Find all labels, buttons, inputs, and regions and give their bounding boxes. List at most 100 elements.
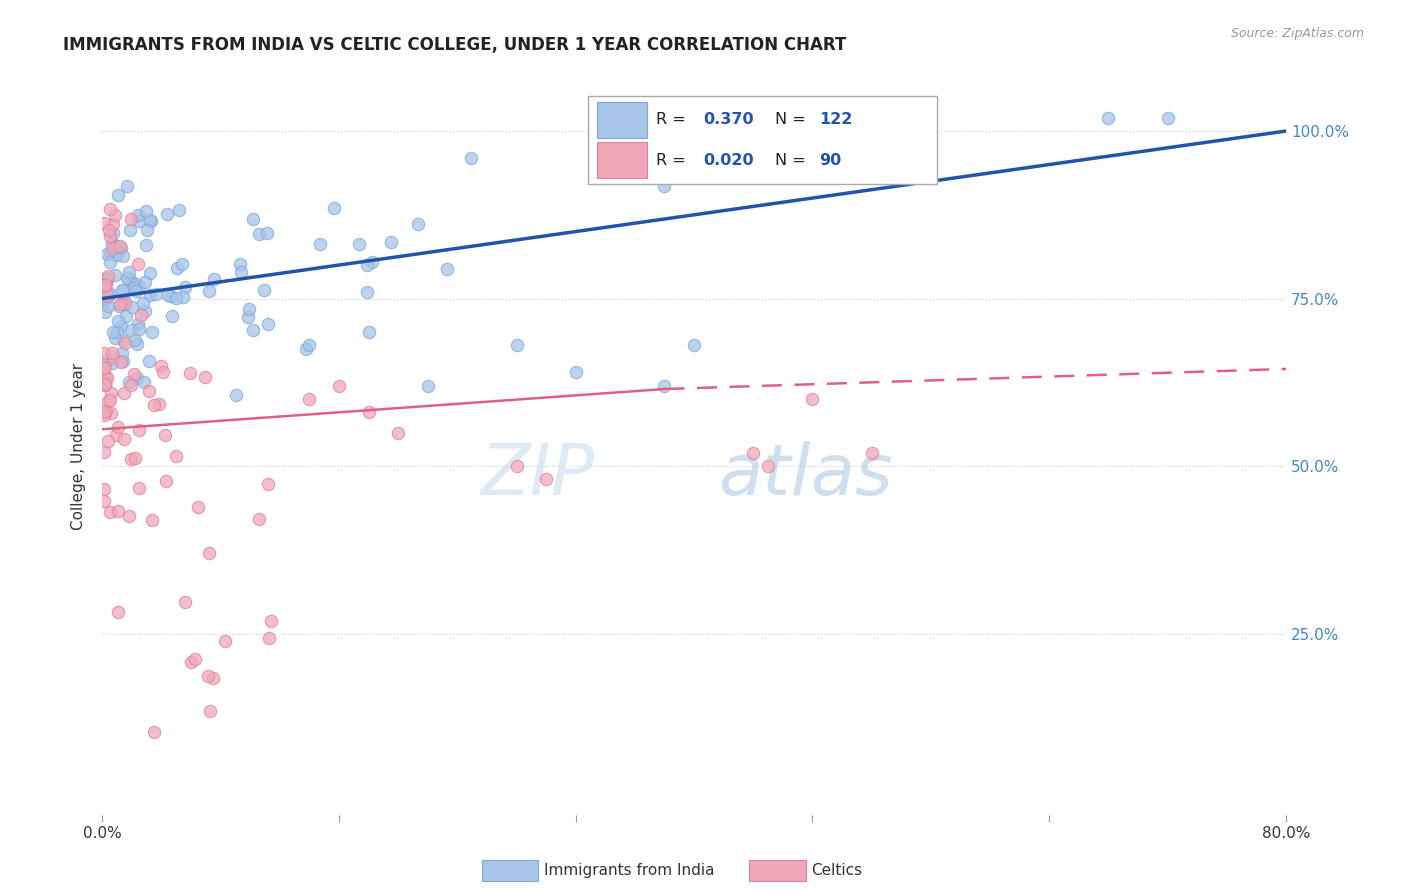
Point: [93, 368, 115, 383]
Point: [406, 218, 429, 232]
Point: [93, 405, 115, 419]
Point: [347, 236, 370, 251]
Point: [101, 217, 124, 231]
Point: [117, 178, 139, 193]
Point: [860, 112, 883, 127]
Point: [322, 202, 344, 216]
Point: [94, 354, 117, 368]
Point: [138, 354, 160, 368]
Point: [416, 378, 439, 392]
Point: [145, 287, 167, 301]
Point: [103, 350, 125, 364]
Point: [194, 369, 217, 384]
Point: [298, 338, 321, 352]
Point: [108, 238, 131, 252]
Point: [135, 222, 157, 236]
Point: [257, 477, 280, 491]
Point: [231, 265, 253, 279]
Point: [94, 377, 117, 392]
Point: [120, 212, 142, 227]
Point: [104, 240, 127, 254]
Point: [115, 310, 138, 324]
FancyBboxPatch shape: [588, 95, 936, 185]
Point: [742, 445, 765, 459]
Point: [436, 262, 458, 277]
Point: [298, 392, 321, 406]
Point: [98, 255, 121, 269]
Point: [98, 288, 121, 302]
FancyBboxPatch shape: [598, 143, 647, 178]
Point: [153, 428, 176, 442]
Point: [108, 297, 131, 311]
Point: [156, 287, 179, 301]
Point: [94, 271, 117, 285]
Point: [105, 238, 128, 252]
Point: [100, 385, 122, 400]
Point: [135, 238, 157, 252]
Point: [128, 481, 150, 495]
Point: [162, 309, 184, 323]
Point: [242, 211, 264, 226]
Point: [105, 326, 128, 340]
Point: [564, 365, 586, 379]
Point: [101, 345, 124, 359]
Text: R =: R =: [657, 153, 692, 168]
Point: [356, 258, 378, 272]
Point: [97, 299, 120, 313]
Point: [229, 257, 252, 271]
Point: [117, 271, 139, 285]
FancyBboxPatch shape: [598, 102, 647, 137]
Point: [120, 452, 142, 467]
Point: [96, 371, 118, 385]
Point: [112, 293, 135, 308]
Point: [125, 277, 148, 291]
Point: [198, 284, 221, 298]
Point: [253, 283, 276, 297]
Point: [127, 208, 149, 222]
Point: [198, 704, 221, 718]
Point: [112, 296, 135, 310]
Point: [97, 394, 120, 409]
Point: [107, 605, 129, 619]
Point: [187, 500, 209, 515]
Point: [101, 356, 124, 370]
Point: [128, 213, 150, 227]
Point: [357, 325, 380, 339]
Point: [165, 449, 187, 463]
Point: [128, 279, 150, 293]
Point: [141, 513, 163, 527]
Point: [100, 406, 122, 420]
Point: [201, 671, 224, 685]
Point: [132, 376, 155, 390]
Point: [122, 281, 145, 295]
Point: [134, 304, 156, 318]
Point: [93, 445, 115, 459]
Point: [139, 266, 162, 280]
Point: [93, 494, 115, 508]
Point: [184, 652, 207, 666]
Text: N =: N =: [775, 112, 810, 128]
Point: [256, 317, 278, 331]
Point: [156, 207, 179, 221]
Point: [98, 393, 121, 408]
Point: [174, 280, 197, 294]
Point: [387, 425, 409, 440]
Point: [104, 330, 127, 344]
Point: [654, 179, 676, 194]
Point: [128, 424, 150, 438]
Point: [104, 208, 127, 222]
Point: [127, 337, 149, 351]
Point: [238, 310, 260, 325]
Text: 90: 90: [820, 153, 842, 168]
Point: [98, 246, 121, 260]
Point: [108, 299, 131, 313]
Point: [860, 445, 883, 459]
Point: [93, 216, 115, 230]
Point: [121, 300, 143, 314]
Point: [107, 504, 129, 518]
Text: N =: N =: [775, 153, 810, 168]
Point: [713, 160, 735, 174]
Point: [94, 378, 117, 392]
Point: [247, 227, 270, 242]
Point: [112, 385, 135, 400]
